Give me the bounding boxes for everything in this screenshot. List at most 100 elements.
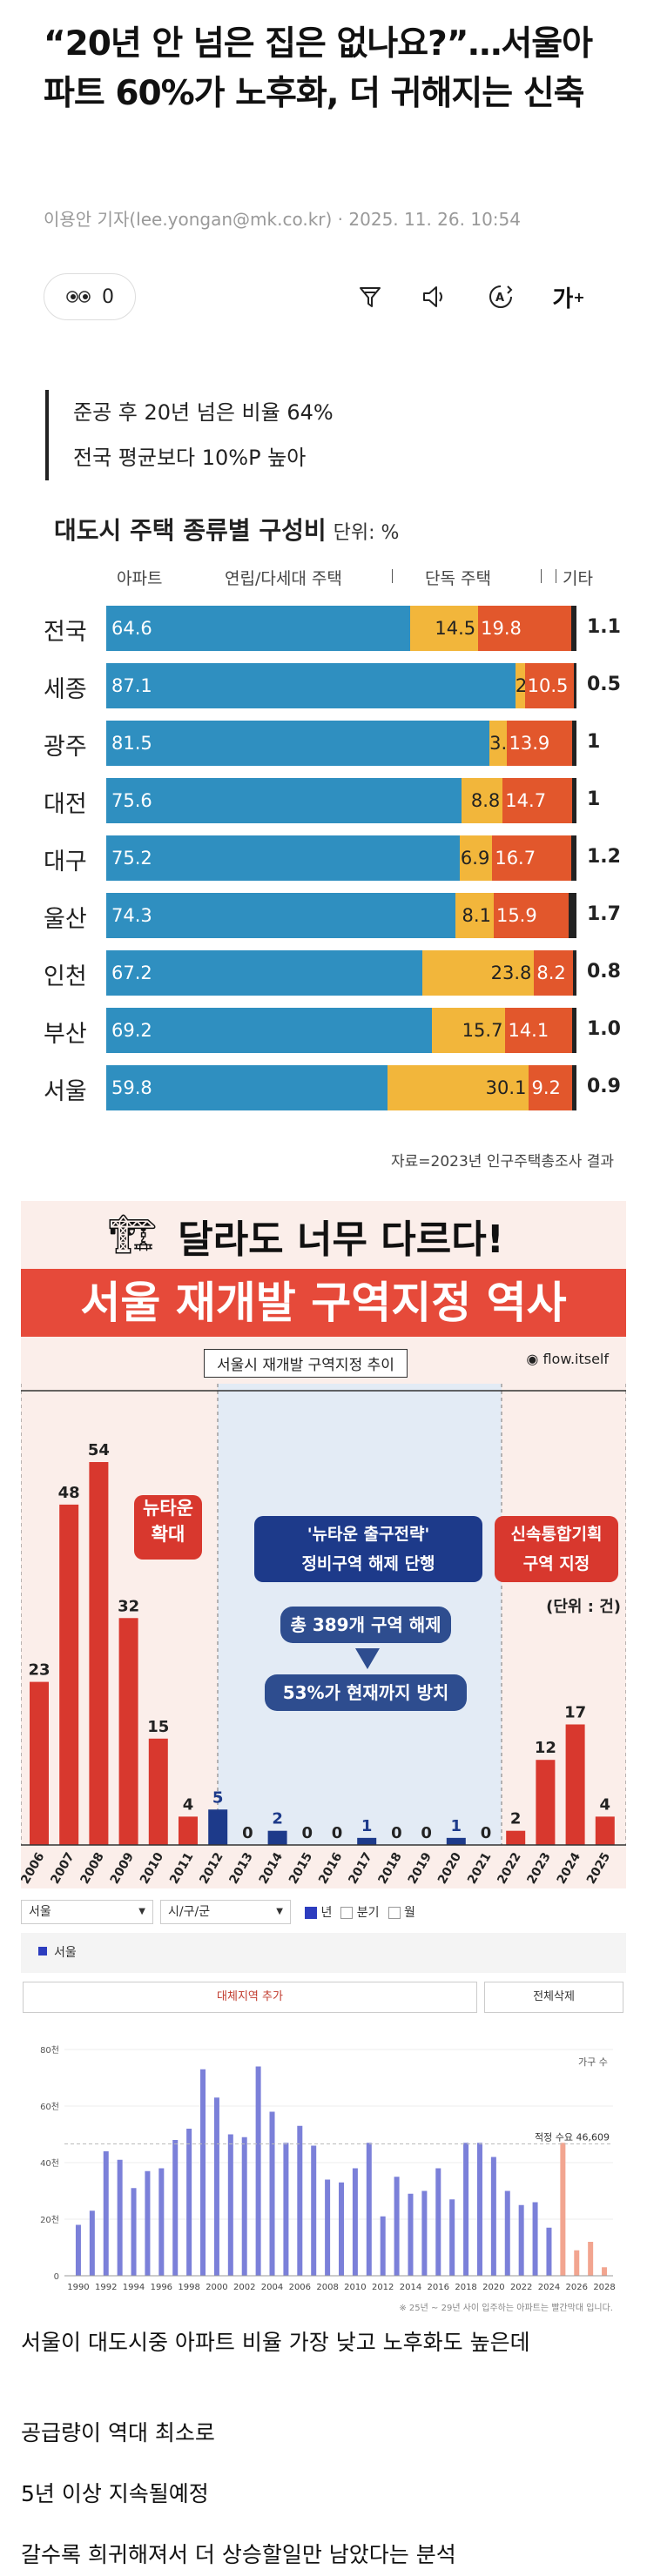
period-quarter-option[interactable]: 분기	[340, 1903, 380, 1921]
bar-2010	[352, 2168, 358, 2276]
bar-1991	[89, 2210, 95, 2276]
bar-2013	[394, 2177, 400, 2276]
quote-line: 준공 후 20년 넘은 비율 64%	[73, 400, 334, 425]
checkbox-checked	[305, 1907, 317, 1919]
bar-전국-기타	[571, 606, 576, 651]
other-value-label: 1.0	[587, 1018, 621, 1040]
bar-2009	[118, 1618, 138, 1845]
bar-1996	[158, 2168, 165, 2276]
y-tick-label: 20천	[40, 2215, 59, 2225]
bar-부산-연립/다세대 주택: 15.7	[431, 1008, 506, 1053]
y-tick-label: 40천	[40, 2158, 59, 2169]
chart2-unit: (단위 : 건)	[546, 1598, 621, 1616]
x-tick-1998: 1998	[178, 2283, 199, 2292]
bar-2020	[490, 2157, 496, 2276]
bar-value-label: 59.8	[111, 1077, 152, 1098]
x-tick-2002: 2002	[233, 2283, 255, 2292]
bar-1993	[117, 2159, 123, 2276]
bar-value-label: 81.5	[111, 733, 152, 754]
bar-value-label: 74.3	[111, 905, 152, 926]
x-tick-2000: 2000	[206, 2283, 227, 2292]
article-quote: 준공 후 20년 넘은 비율 64% 전국 평균보다 10%P 높아	[45, 390, 334, 480]
year-label-2012: 2012	[197, 1850, 226, 1887]
bar-value-label: 8.2	[536, 963, 566, 983]
chevron-down-icon: ▼	[138, 1907, 145, 1916]
bar-인천-기타	[572, 950, 576, 996]
checkbox	[340, 1907, 354, 1919]
bar-대전-단독 주택: 14.7	[502, 778, 572, 823]
legend-swatch	[38, 1947, 47, 1955]
value-label-2010: 15	[147, 1718, 169, 1736]
row-label-울산: 울산	[44, 906, 87, 933]
chart1-title: 대도시 주택 종류별 구성비 단위: %	[54, 516, 400, 545]
period-month-option[interactable]: 월	[388, 1903, 415, 1921]
bar-대전-아파트: 75.6	[106, 778, 462, 823]
bar-2009	[339, 2182, 344, 2276]
bar-2020	[446, 1837, 466, 1845]
bar-2014	[267, 1830, 287, 1845]
translate-icon[interactable]: A	[482, 278, 519, 315]
newtown-callout: 뉴타운 확대	[134, 1495, 202, 1560]
bar-2008	[325, 2179, 331, 2276]
bar-value-label: 67.2	[111, 963, 152, 983]
bar-대전-연립/다세대 주택: 8.8	[461, 778, 503, 823]
speaker-icon[interactable]	[416, 278, 453, 315]
x-tick-2014: 2014	[400, 2283, 421, 2292]
views-button[interactable]: 0	[44, 273, 136, 320]
year-label-2009: 2009	[108, 1850, 137, 1887]
chart2-subtitle: 서울시 재개발 구역지정 추이	[204, 1349, 408, 1378]
row-label-부산: 부산	[44, 1021, 87, 1048]
bar-value-label: 8.1	[462, 905, 491, 926]
region-select[interactable]: 서울 ▼	[21, 1900, 153, 1924]
bar-광주-단독 주택: 13.9	[506, 721, 572, 766]
legend-other: 기타	[563, 569, 593, 588]
bar-인천-단독 주택: 8.2	[534, 950, 573, 996]
svg-text:A: A	[495, 292, 504, 305]
bar-value-label: 8.8	[470, 790, 501, 811]
bar-2012	[208, 1809, 228, 1845]
article-byline: 이용안 기자(lee.yongan@mk.co.kr) · 2025. 11. …	[44, 209, 521, 230]
bar-1997	[172, 2140, 179, 2276]
chevron-down-icon: ▼	[276, 1907, 283, 1916]
body-paragraph: 서울이 대도시중 아파트 비율 가장 낮고 노후화도 높은데	[21, 2330, 530, 2355]
x-tick-1994: 1994	[123, 2283, 145, 2292]
period-year-option[interactable]: 년	[305, 1903, 332, 1921]
bar-2000	[213, 2097, 219, 2276]
bar-2006	[30, 1681, 49, 1845]
bar-전국-연립/다세대 주택: 14.5	[409, 606, 479, 651]
value-label-2014: 2	[272, 1810, 283, 1828]
bar-세종-단독 주택: 10.5	[524, 663, 575, 708]
bar-value-label: 69.2	[111, 1020, 152, 1041]
value-label-2018: 0	[391, 1824, 402, 1842]
row-label-대구: 대구	[44, 849, 87, 875]
district-select[interactable]: 시/구/군 ▼	[160, 1900, 291, 1924]
font-size-icon[interactable]: 가 +	[552, 285, 585, 312]
legend-tick	[522, 569, 542, 583]
x-tick-1996: 1996	[151, 2283, 172, 2292]
year-label-2022: 2022	[495, 1850, 523, 1887]
legend-tick	[556, 569, 561, 583]
bar-value-label: 23.8	[490, 963, 532, 983]
fast-track-callout: 신속통합기획 구역 지정	[495, 1516, 618, 1582]
value-label-2017: 1	[361, 1817, 373, 1835]
bar-2026	[574, 2250, 580, 2276]
bar-2021	[504, 2190, 510, 2276]
x-tick-2022: 2022	[510, 2283, 532, 2292]
clear-all-button[interactable]: 전체삭제	[484, 1982, 623, 2013]
value-label-2015: 0	[302, 1824, 313, 1842]
add-region-button[interactable]: 대체지역 추가	[23, 1982, 477, 2013]
filter-icon[interactable]	[352, 278, 388, 315]
legend-apartment: 아파트	[117, 569, 163, 588]
bar-대구-아파트: 75.2	[106, 835, 461, 881]
bar-value-label: 87.1	[111, 675, 152, 696]
bar-2023	[532, 2202, 538, 2276]
year-label-2010: 2010	[138, 1850, 166, 1887]
bar-value-label: 14.5	[435, 618, 476, 639]
reference-label: 적정 수요 46,609	[535, 2132, 610, 2143]
bar-2022	[506, 1830, 526, 1845]
legend-bar: 서울	[21, 1933, 626, 1973]
year-label-2008: 2008	[78, 1850, 107, 1887]
row-label-전국: 전국	[44, 619, 87, 646]
bar-value-label: 64.6	[111, 618, 152, 639]
